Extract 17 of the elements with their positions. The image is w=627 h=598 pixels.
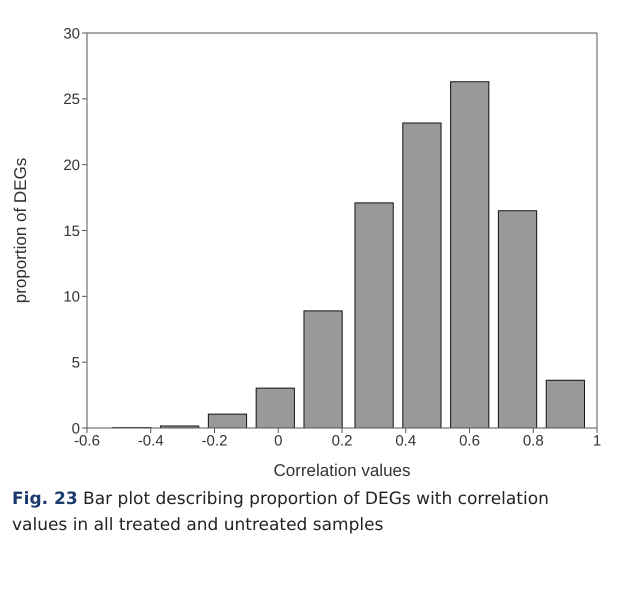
y-tick-label: 25 xyxy=(63,91,80,108)
x-tick-label: -0.4 xyxy=(138,432,164,450)
x-tick-label: 0.6 xyxy=(459,432,480,450)
x-tick-label: 0 xyxy=(274,432,282,450)
x-tick-label: 1 xyxy=(592,432,602,450)
x-tick-label: 0.2 xyxy=(332,432,352,450)
y-tick-label: 30 xyxy=(63,25,80,42)
x-axis-title: Correlation values xyxy=(273,461,411,480)
x-tick-label: 0.8 xyxy=(522,432,544,450)
y-tick-label: 20 xyxy=(63,156,80,174)
y-tick-label: 10 xyxy=(63,288,80,306)
y-axis-title: proportion of DEGs xyxy=(11,158,30,304)
y-tick-label: 5 xyxy=(72,354,80,372)
x-tick-label: -0.2 xyxy=(202,432,228,450)
x-tick-label: 0.4 xyxy=(395,432,416,450)
caption: Fig. 23 Bar plot describing proportion of DEGs with correlation values in all treated and untreated samples xyxy=(12,489,549,535)
y-tick-label: 15 xyxy=(63,222,80,240)
